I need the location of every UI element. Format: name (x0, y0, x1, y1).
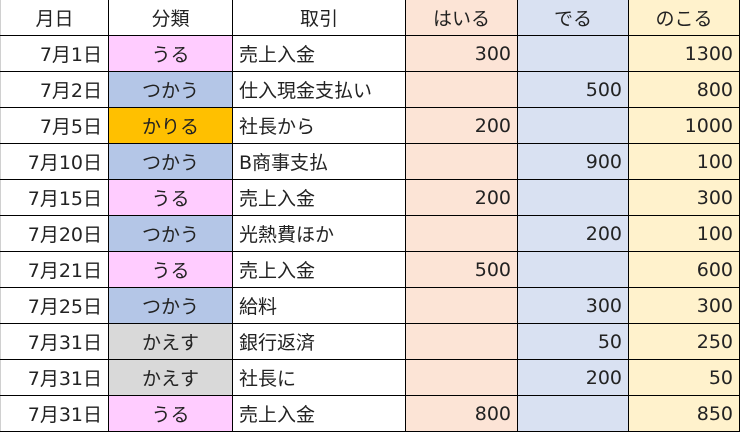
category-cell[interactable]: かえす (108, 359, 233, 396)
transaction-cell[interactable]: 社長から (232, 107, 406, 144)
balance-cell[interactable]: 250 (628, 323, 740, 360)
transaction-cell[interactable]: B商事支払 (232, 143, 406, 180)
transaction-cell[interactable]: 売上入金 (232, 395, 406, 432)
date-cell[interactable]: 7月2日 (0, 71, 109, 108)
out-cell[interactable]: 900 (517, 143, 629, 180)
out-cell[interactable] (517, 395, 629, 432)
date-cell[interactable]: 7月15日 (0, 179, 109, 216)
balance-cell[interactable]: 600 (628, 251, 740, 288)
in-cell[interactable]: 200 (405, 179, 518, 216)
date-cell[interactable]: 7月1日 (0, 35, 109, 72)
date-cell[interactable]: 7月21日 (0, 251, 109, 288)
transaction-cell[interactable]: 売上入金 (232, 179, 406, 216)
in-cell[interactable]: 800 (405, 395, 518, 432)
in-cell[interactable] (405, 71, 518, 108)
out-cell[interactable] (517, 179, 629, 216)
category-cell[interactable]: うる (108, 251, 233, 288)
out-cell[interactable] (517, 251, 629, 288)
header-balance[interactable]: のこる (628, 0, 740, 36)
table-row: 7月25日 つかう 給料 300 300 (0, 287, 740, 324)
header-row: 月日 分類 取引 はいる でる のこる (0, 0, 740, 36)
date-cell[interactable]: 7月31日 (0, 359, 109, 396)
table-row: 7月5日 かりる 社長から 200 1000 (0, 107, 740, 144)
out-cell[interactable]: 500 (517, 71, 629, 108)
header-transaction[interactable]: 取引 (232, 0, 406, 36)
table-row: 7月31日 かえす 銀行返済 50 250 (0, 323, 740, 360)
date-cell[interactable]: 7月31日 (0, 395, 109, 432)
date-cell[interactable]: 7月20日 (0, 215, 109, 252)
balance-cell[interactable]: 50 (628, 359, 740, 396)
header-category[interactable]: 分類 (108, 0, 233, 36)
table-row: 7月10日 つかう B商事支払 900 100 (0, 143, 740, 180)
balance-cell[interactable]: 100 (628, 143, 740, 180)
in-cell[interactable] (405, 323, 518, 360)
header-date[interactable]: 月日 (0, 0, 109, 36)
table-row: 7月31日 うる 売上入金 800 850 (0, 395, 740, 432)
in-cell[interactable] (405, 359, 518, 396)
header-out[interactable]: でる (517, 0, 629, 36)
table-row: 7月15日 うる 売上入金 200 300 (0, 179, 740, 216)
balance-cell[interactable]: 300 (628, 179, 740, 216)
category-cell[interactable]: かえす (108, 323, 233, 360)
in-cell[interactable]: 300 (405, 35, 518, 72)
out-cell[interactable]: 300 (517, 287, 629, 324)
balance-cell[interactable]: 1300 (628, 35, 740, 72)
in-cell[interactable] (405, 143, 518, 180)
table-row: 7月1日 うる 売上入金 300 1300 (0, 35, 740, 72)
table-row: 7月20日 つかう 光熱費ほか 200 100 (0, 215, 740, 252)
out-cell[interactable] (517, 35, 629, 72)
category-cell[interactable]: かりる (108, 107, 233, 144)
transaction-cell[interactable]: 社長に (232, 359, 406, 396)
balance-cell[interactable]: 800 (628, 71, 740, 108)
balance-cell[interactable]: 100 (628, 215, 740, 252)
category-cell[interactable]: つかう (108, 71, 233, 108)
category-cell[interactable]: うる (108, 179, 233, 216)
date-cell[interactable]: 7月25日 (0, 287, 109, 324)
date-cell[interactable]: 7月31日 (0, 323, 109, 360)
balance-cell[interactable]: 300 (628, 287, 740, 324)
out-cell[interactable]: 200 (517, 215, 629, 252)
in-cell[interactable] (405, 215, 518, 252)
out-cell[interactable]: 200 (517, 359, 629, 396)
transaction-cell[interactable]: 光熱費ほか (232, 215, 406, 252)
balance-cell[interactable]: 850 (628, 395, 740, 432)
category-cell[interactable]: つかう (108, 215, 233, 252)
transaction-cell[interactable]: 給料 (232, 287, 406, 324)
header-in[interactable]: はいる (405, 0, 518, 36)
transaction-cell[interactable]: 売上入金 (232, 251, 406, 288)
transaction-cell[interactable]: 銀行返済 (232, 323, 406, 360)
table-row: 7月2日 つかう 仕入現金支払い 500 800 (0, 71, 740, 108)
date-cell[interactable]: 7月5日 (0, 107, 109, 144)
category-cell[interactable]: うる (108, 35, 233, 72)
date-cell[interactable]: 7月10日 (0, 143, 109, 180)
category-cell[interactable]: うる (108, 395, 233, 432)
in-cell[interactable]: 500 (405, 251, 518, 288)
out-cell[interactable] (517, 107, 629, 144)
out-cell[interactable]: 50 (517, 323, 629, 360)
category-cell[interactable]: つかう (108, 143, 233, 180)
in-cell[interactable]: 200 (405, 107, 518, 144)
transaction-cell[interactable]: 仕入現金支払い (232, 71, 406, 108)
table-row: 7月21日 うる 売上入金 500 600 (0, 251, 740, 288)
balance-cell[interactable]: 1000 (628, 107, 740, 144)
transaction-cell[interactable]: 売上入金 (232, 35, 406, 72)
category-cell[interactable]: つかう (108, 287, 233, 324)
in-cell[interactable] (405, 287, 518, 324)
table-row: 7月31日 かえす 社長に 200 50 (0, 359, 740, 396)
